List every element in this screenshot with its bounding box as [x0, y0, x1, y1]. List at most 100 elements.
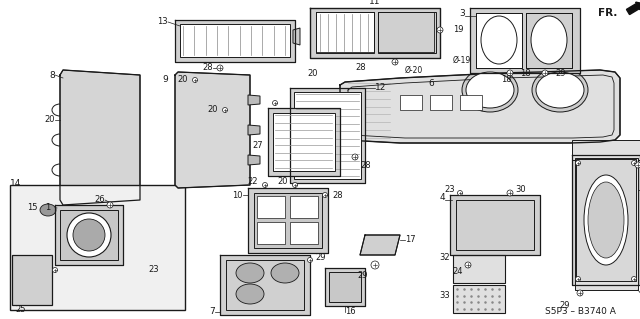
Bar — [572, 155, 640, 285]
Polygon shape — [248, 155, 260, 165]
Polygon shape — [248, 95, 260, 105]
Bar — [470, 8, 580, 73]
Bar — [254, 193, 322, 248]
Text: 30: 30 — [515, 186, 525, 195]
Bar — [460, 95, 482, 110]
Polygon shape — [293, 28, 300, 45]
Circle shape — [323, 192, 328, 197]
Circle shape — [542, 70, 548, 76]
Text: Ø-20: Ø-20 — [405, 65, 423, 75]
Bar — [220, 255, 310, 315]
Bar — [329, 272, 361, 302]
Ellipse shape — [73, 219, 105, 251]
Bar — [400, 95, 422, 110]
Text: S5P3 – B3740 A: S5P3 – B3740 A — [545, 307, 616, 315]
Bar — [476, 13, 522, 68]
Text: 28: 28 — [360, 160, 371, 169]
FancyArrow shape — [627, 2, 640, 15]
Bar — [456, 200, 534, 250]
Circle shape — [575, 160, 580, 166]
Ellipse shape — [67, 213, 111, 257]
Circle shape — [437, 27, 443, 33]
Bar — [526, 13, 572, 68]
Text: 29: 29 — [555, 69, 566, 78]
Circle shape — [577, 290, 583, 296]
Bar — [290, 222, 318, 244]
Text: 9: 9 — [163, 76, 168, 85]
Circle shape — [107, 202, 113, 208]
Text: 14: 14 — [10, 179, 21, 188]
Text: 29: 29 — [559, 300, 570, 309]
Text: 20: 20 — [207, 106, 218, 115]
Text: 13: 13 — [157, 18, 168, 26]
Text: 20: 20 — [45, 115, 55, 124]
Polygon shape — [340, 70, 620, 143]
Circle shape — [458, 190, 463, 196]
Text: Ø-19: Ø-19 — [453, 56, 471, 64]
Bar — [248, 188, 328, 253]
Text: 18: 18 — [520, 69, 531, 78]
Text: 23: 23 — [444, 186, 455, 195]
Bar — [325, 268, 365, 306]
Bar — [273, 113, 335, 171]
Text: 28: 28 — [202, 63, 213, 72]
Text: 3: 3 — [460, 9, 465, 18]
Circle shape — [292, 182, 298, 188]
Text: 28: 28 — [355, 63, 365, 72]
Circle shape — [193, 78, 198, 83]
Polygon shape — [575, 158, 638, 290]
Text: 6: 6 — [428, 78, 434, 87]
Ellipse shape — [481, 16, 517, 64]
Bar — [55, 205, 123, 265]
Circle shape — [371, 261, 379, 269]
Text: 29: 29 — [358, 271, 368, 279]
Circle shape — [307, 257, 312, 263]
Ellipse shape — [271, 263, 299, 283]
Text: 1: 1 — [45, 203, 50, 211]
Circle shape — [273, 100, 278, 106]
Text: FR.: FR. — [598, 8, 618, 18]
Ellipse shape — [584, 175, 628, 265]
Circle shape — [507, 190, 513, 196]
Ellipse shape — [236, 284, 264, 304]
Text: 12: 12 — [375, 84, 387, 93]
Bar — [290, 196, 318, 218]
Circle shape — [635, 162, 640, 168]
Ellipse shape — [236, 263, 264, 283]
Bar — [226, 260, 304, 310]
Text: 27: 27 — [252, 140, 263, 150]
Circle shape — [52, 268, 58, 272]
Circle shape — [262, 182, 268, 188]
Text: 22: 22 — [248, 177, 258, 187]
Bar — [316, 12, 374, 53]
Ellipse shape — [40, 204, 56, 216]
Circle shape — [632, 160, 637, 166]
Bar — [257, 196, 285, 218]
Circle shape — [392, 59, 398, 65]
Circle shape — [575, 277, 580, 281]
Bar — [290, 88, 365, 183]
Text: 11: 11 — [369, 0, 381, 6]
Text: 29: 29 — [315, 254, 326, 263]
Polygon shape — [248, 125, 260, 135]
Circle shape — [223, 108, 227, 113]
Circle shape — [217, 65, 223, 71]
Text: 16: 16 — [345, 308, 355, 316]
Ellipse shape — [466, 72, 514, 108]
Bar — [268, 108, 340, 176]
Circle shape — [352, 154, 358, 160]
Ellipse shape — [531, 16, 567, 64]
Polygon shape — [175, 72, 250, 188]
Ellipse shape — [532, 68, 588, 112]
Circle shape — [465, 262, 471, 268]
Bar — [175, 20, 295, 62]
Ellipse shape — [462, 68, 518, 112]
Text: 17: 17 — [405, 235, 415, 244]
Bar — [450, 195, 540, 255]
Text: 25: 25 — [15, 306, 26, 315]
Text: 26: 26 — [94, 196, 105, 204]
Bar — [12, 255, 52, 305]
Bar — [294, 92, 361, 179]
Bar — [257, 222, 285, 244]
Text: 7: 7 — [209, 308, 215, 316]
